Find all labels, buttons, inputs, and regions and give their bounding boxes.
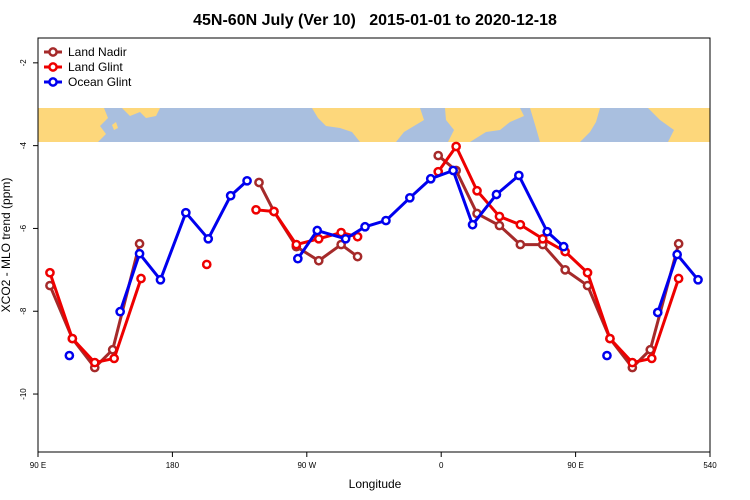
data-point [155,274,166,285]
x-axis-label: Longitude [349,477,402,491]
legend-label: Ocean Glint [68,75,132,89]
data-point [558,241,569,252]
data-point [136,273,146,284]
data-point [291,239,302,250]
y-tick-label: -2 [19,59,28,67]
data-point [201,259,212,270]
data-point [340,233,351,244]
data-point [672,249,682,260]
legend-marker [48,47,58,57]
y-tick-label: -8 [19,307,28,315]
data-point [89,357,100,368]
x-tick-label: 180 [166,461,180,470]
data-point [514,170,524,181]
x-tick-label: 90 E [30,461,46,470]
chart-title: 45N-60N July (Ver 10) 2015-01-01 to 2020… [193,12,557,29]
data-point [115,306,125,317]
data-point [627,357,638,368]
data-point [313,255,324,266]
data-point [134,248,145,259]
data-point [180,207,191,218]
data-point [292,253,303,264]
data-point [646,353,657,364]
data-point [494,211,505,222]
data-point [404,192,415,203]
y-tick-label: -6 [19,224,28,232]
data-point [542,226,553,237]
data-point [515,239,526,250]
y-tick-label: -4 [19,142,28,150]
data-point [269,206,279,217]
x-tick-label: 90 E [567,461,583,470]
data-point [67,333,78,344]
data-point [251,204,261,215]
data-point [313,233,324,244]
data-point [448,165,458,176]
data-point [472,185,482,196]
y-tick-label: -10 [19,388,28,400]
data-point [560,264,570,275]
plot-frame [37,37,711,453]
data-point [225,190,236,201]
data-point [605,333,615,344]
data-point [203,233,214,244]
map-band [38,108,710,142]
data-point [673,238,684,249]
x-tick-label: 540 [703,461,717,470]
data-point [602,350,612,361]
data-point [360,221,370,232]
data-point [451,141,461,152]
data-point [109,353,120,364]
data-point [352,251,363,262]
data-point [491,189,502,200]
data-point [652,307,663,318]
legend-label: Land Glint [68,60,123,74]
data-point [467,219,478,230]
data-point [494,220,505,231]
data-point [312,225,323,236]
data-point [254,177,264,188]
data-point [425,173,436,184]
data-point [537,233,548,244]
data-point [64,350,75,361]
legend-marker [48,77,58,87]
data-point [433,150,444,161]
data-point [673,273,684,284]
x-tick-label: 90 W [297,461,316,470]
legend-label: Land Nadir [68,45,127,59]
legend-marker [48,62,58,72]
y-axis-label: XCO2 - MLO trend (ppm) [0,178,13,313]
data-point [242,175,252,186]
data-point [381,215,391,226]
x-tick-label: 0 [439,461,444,470]
data-point [134,238,145,249]
data-point [515,219,526,230]
data-point [582,267,593,278]
data-point [45,267,55,278]
data-point [693,274,703,285]
